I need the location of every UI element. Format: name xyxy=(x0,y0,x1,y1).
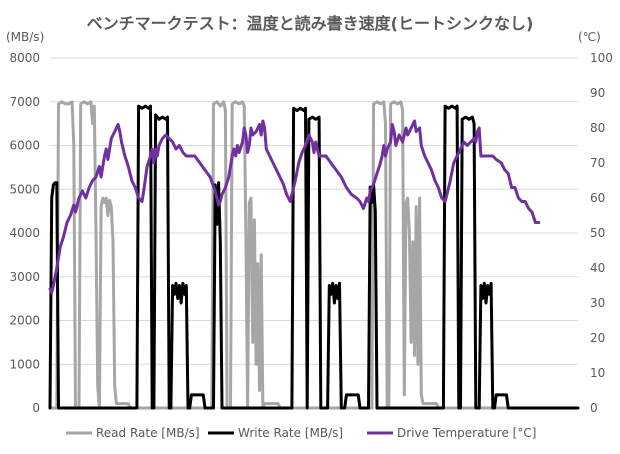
legend-label: Write Rate [MB/s] xyxy=(238,426,343,440)
y-axis-unit-left: (MB/s) xyxy=(6,30,45,44)
y2-tick-label: 60 xyxy=(590,191,605,205)
y2-tick-label: 90 xyxy=(590,86,605,100)
series-line-2 xyxy=(48,104,580,410)
y-tick-label: 8000 xyxy=(9,51,40,65)
y-axis-unit-right: (℃) xyxy=(578,30,601,44)
y2-tick-label: 50 xyxy=(590,226,605,240)
legend-label: Read Rate [MB/s] xyxy=(96,426,200,440)
y2-tick-label: 0 xyxy=(590,401,598,415)
y2-tick-label: 70 xyxy=(590,156,605,170)
y2-tick-label: 100 xyxy=(590,51,613,65)
y-tick-label: 6000 xyxy=(9,139,40,153)
legend-label: Drive Temperature [°C] xyxy=(397,426,536,440)
y2-tick-label: 80 xyxy=(590,121,605,135)
y-tick-label: 1000 xyxy=(9,357,40,371)
y-tick-label: 3000 xyxy=(9,270,40,284)
y2-tick-label: 30 xyxy=(590,296,605,310)
series-line-3 xyxy=(48,119,541,294)
y-tick-label: 0 xyxy=(32,401,40,415)
y2-tick-label: 40 xyxy=(590,261,605,275)
y-tick-label: 4000 xyxy=(9,226,40,240)
chart-title: ベンチマークテスト：温度と読み書き速度(ヒートシンクなし) xyxy=(86,14,534,33)
y2-tick-label: 10 xyxy=(590,366,605,380)
y-tick-label: 5000 xyxy=(9,182,40,196)
y-tick-label: 2000 xyxy=(9,314,40,328)
y2-tick-label: 20 xyxy=(590,331,605,345)
y-tick-label: 7000 xyxy=(9,95,40,109)
series-line-1 xyxy=(48,100,580,410)
